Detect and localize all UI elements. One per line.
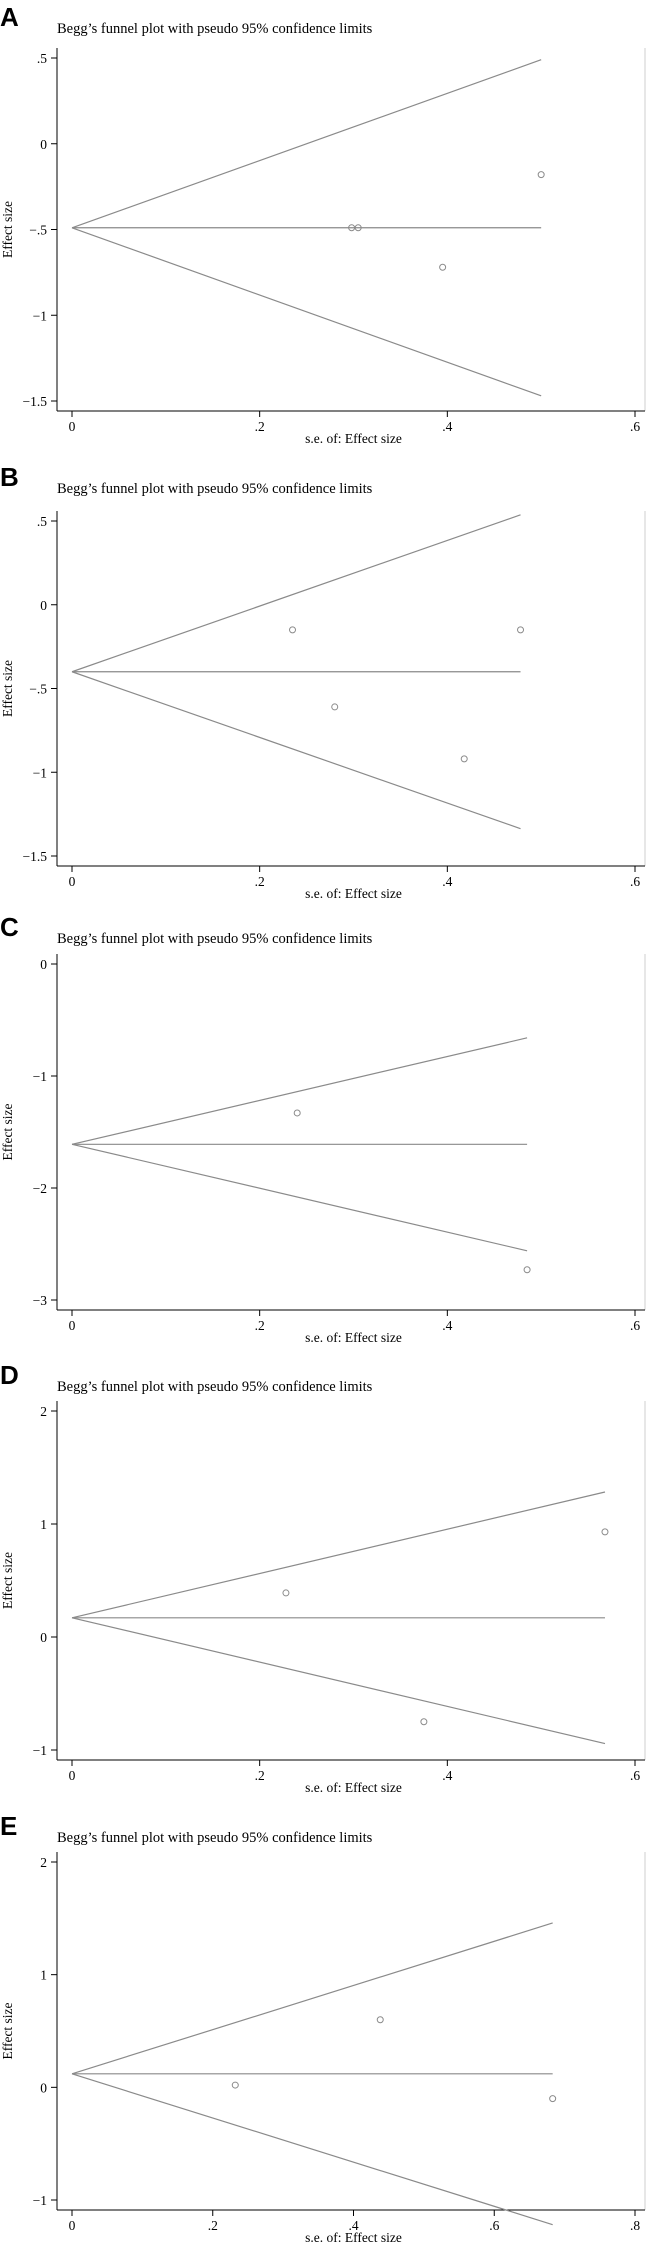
lower-confidence-limit (71, 671, 521, 830)
study-point (289, 626, 297, 634)
study-point (523, 1266, 531, 1274)
study-point (537, 171, 545, 179)
x-tick-label: .2 (208, 2218, 218, 2233)
x-tick-label: 0 (69, 2218, 76, 2233)
y-tick-label: −1 (33, 1069, 47, 1084)
x-tick-label: 0 (69, 1318, 76, 1333)
y-tick-label: −3 (33, 1293, 48, 1308)
x-tick-label: .6 (630, 419, 640, 434)
upper-confidence-limit (71, 1037, 528, 1145)
y-tick-label: −1 (33, 1743, 47, 1758)
x-axis-title: s.e. of: Effect size (305, 1780, 402, 1795)
study-point (376, 2016, 384, 2024)
y-tick-label: 0 (40, 2080, 47, 2095)
y-axis-title: Effect size (0, 2002, 15, 2059)
panel-letter-b: B (0, 462, 19, 492)
y-tick-label: 0 (40, 598, 47, 613)
y-tick-label: −1 (33, 2193, 47, 2208)
x-tick-label: 0 (69, 1768, 76, 1783)
upper-confidence-limit (71, 1491, 606, 1619)
y-tick-label: 0 (40, 957, 47, 972)
y-tick-label: 1 (40, 1968, 47, 1983)
y-axis-title: Effect size (0, 660, 15, 717)
study-point (601, 1528, 609, 1536)
x-tick-label: .8 (630, 2218, 640, 2233)
x-tick-label: .2 (255, 874, 265, 889)
y-tick-label: 0 (40, 137, 47, 152)
study-point (460, 755, 468, 763)
y-tick-label: −1 (33, 308, 47, 323)
x-tick-label: .4 (348, 2218, 358, 2233)
x-tick-label: .4 (442, 1768, 452, 1783)
y-tick-label: −1 (33, 765, 47, 780)
x-tick-label: .4 (442, 874, 452, 889)
upper-confidence-limit (71, 514, 521, 673)
upper-confidence-limit (71, 59, 542, 229)
panel-letter-a: A (0, 2, 19, 32)
y-tick-label: 2 (40, 1404, 47, 1419)
y-tick-label: −1.5 (23, 849, 48, 864)
study-point (282, 1589, 290, 1597)
y-tick-label: −1.5 (23, 394, 48, 409)
study-point (517, 626, 525, 634)
x-tick-label: .2 (255, 1318, 265, 1333)
plot-title: Begg’s funnel plot with pseudo 95% confi… (57, 1379, 373, 1395)
x-tick-label: .6 (630, 874, 640, 889)
y-tick-label: .5 (37, 51, 47, 66)
upper-confidence-limit (71, 1922, 553, 2075)
y-tick-label: 0 (40, 1630, 47, 1645)
x-axis-title: s.e. of: Effect size (305, 2230, 402, 2245)
y-axis-title: Effect size (0, 1103, 15, 1160)
plot-title: Begg’s funnel plot with pseudo 95% confi… (57, 21, 373, 37)
y-tick-label: −2 (33, 1181, 47, 1196)
y-axis-title: Effect size (0, 201, 15, 258)
x-tick-label: 0 (69, 874, 76, 889)
x-axis-title: s.e. of: Effect size (305, 886, 402, 901)
panel-letter-e: E (0, 1811, 17, 1841)
y-axis-title: Effect size (0, 1552, 15, 1609)
panel-letter-c: C (0, 912, 19, 942)
x-tick-label: .2 (255, 419, 265, 434)
study-point (348, 224, 356, 232)
plot-title: Begg’s funnel plot with pseudo 95% confi… (57, 481, 373, 497)
y-tick-label: 1 (40, 1517, 47, 1532)
x-tick-label: .4 (442, 1318, 452, 1333)
y-tick-label: −.5 (29, 223, 47, 238)
x-tick-label: .6 (489, 2218, 499, 2233)
lower-confidence-limit (71, 227, 542, 397)
study-point (420, 1718, 428, 1726)
x-tick-label: .2 (255, 1768, 265, 1783)
panel-letter-d: D (0, 1360, 19, 1390)
study-point (354, 224, 362, 232)
study-point (231, 2081, 239, 2089)
x-tick-label: .6 (630, 1318, 640, 1333)
x-tick-label: .4 (442, 419, 452, 434)
lower-confidence-limit (71, 2073, 553, 2226)
y-tick-label: −.5 (29, 682, 47, 697)
study-point (331, 703, 339, 711)
x-tick-label: .6 (630, 1768, 640, 1783)
y-tick-label: .5 (37, 514, 47, 529)
study-point (549, 2095, 557, 2103)
lower-confidence-limit (71, 1617, 606, 1745)
x-axis-title: s.e. of: Effect size (305, 431, 402, 446)
plot-title: Begg’s funnel plot with pseudo 95% confi… (57, 1830, 373, 1846)
x-tick-label: 0 (69, 419, 76, 434)
plot-title: Begg’s funnel plot with pseudo 95% confi… (57, 931, 373, 947)
study-point (293, 1109, 301, 1117)
y-tick-label: 2 (40, 1855, 47, 1870)
study-point (439, 263, 447, 271)
lower-confidence-limit (71, 1143, 528, 1252)
x-axis-title: s.e. of: Effect size (305, 1330, 402, 1345)
